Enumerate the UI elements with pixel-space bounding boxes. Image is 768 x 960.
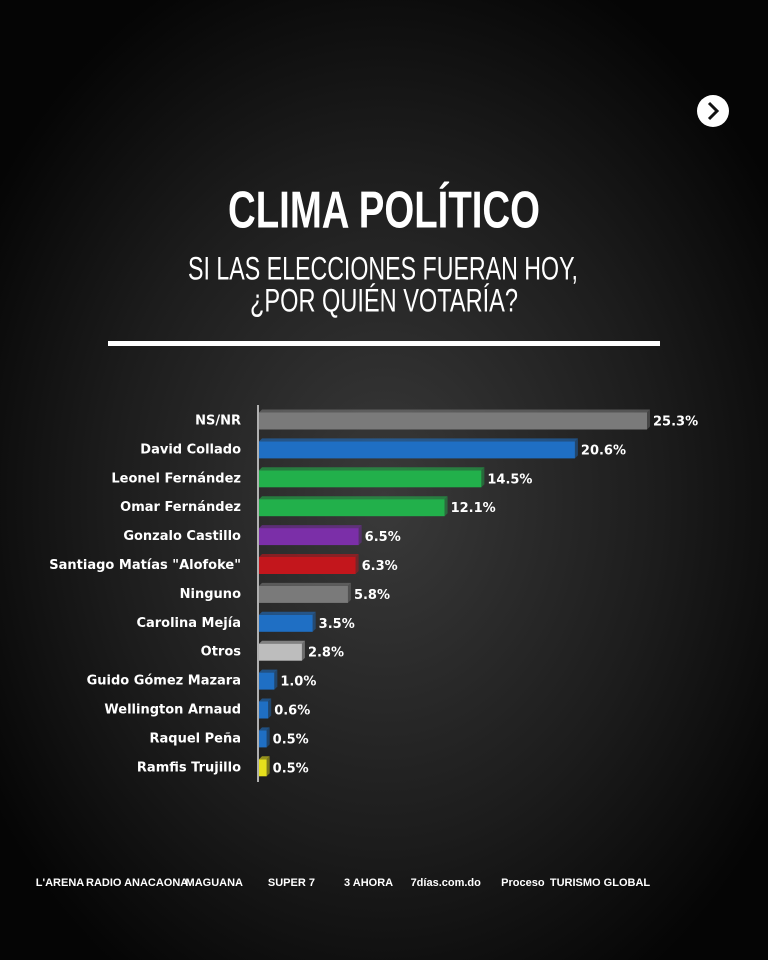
sponsor-logo: 7días.com.do bbox=[411, 877, 482, 889]
bar-top bbox=[259, 698, 272, 702]
bar-top bbox=[259, 467, 485, 471]
category-label: Carolina Mejía bbox=[136, 616, 241, 631]
bar-side bbox=[301, 640, 305, 661]
bar-side bbox=[574, 438, 578, 459]
bar-side bbox=[266, 727, 270, 748]
chart-subtitle: SI LAS ELECCIONES FUERAN HOY, bbox=[188, 250, 578, 286]
chart-title: CLIMA POLÍTICO bbox=[228, 182, 540, 240]
category-label: Gonzalo Castillo bbox=[123, 529, 241, 544]
value-label: 12.1% bbox=[451, 501, 496, 516]
value-label: 2.8% bbox=[308, 646, 344, 661]
sponsor-logo: MAGUANA bbox=[186, 877, 243, 889]
value-label: 1.0% bbox=[280, 675, 316, 690]
category-label: Otros bbox=[201, 645, 242, 660]
category-label: Raquel Peña bbox=[149, 731, 241, 746]
sponsor-logo: SUPER 7 bbox=[268, 877, 315, 889]
bar bbox=[259, 614, 313, 632]
category-label: Leonel Fernández bbox=[111, 471, 241, 486]
bar bbox=[259, 470, 482, 488]
value-label: 25.3% bbox=[653, 415, 698, 430]
value-label: 6.5% bbox=[365, 530, 401, 545]
value-label: 6.3% bbox=[362, 559, 398, 574]
bar-top bbox=[259, 409, 650, 413]
value-label: 0.5% bbox=[273, 732, 309, 747]
bar bbox=[259, 412, 647, 430]
category-label: Guido Gómez Mazara bbox=[87, 674, 241, 689]
category-label: Wellington Arnaud bbox=[104, 703, 241, 718]
bar bbox=[259, 528, 359, 546]
bar-top bbox=[259, 727, 270, 731]
bar bbox=[259, 701, 269, 719]
category-label: Ramfis Trujillo bbox=[137, 760, 241, 775]
bar-side bbox=[481, 467, 485, 488]
bar-side bbox=[268, 698, 272, 719]
bar-top bbox=[259, 611, 316, 615]
sponsor-logo: Proceso bbox=[501, 877, 545, 889]
bar-side bbox=[266, 756, 270, 777]
sponsor-logo: 3 AHORA bbox=[344, 877, 393, 889]
bar-side bbox=[274, 669, 278, 690]
bar-side bbox=[312, 611, 316, 632]
value-label: 14.5% bbox=[487, 472, 532, 487]
bar-side bbox=[358, 525, 362, 546]
bar bbox=[259, 585, 348, 603]
bar-top bbox=[259, 669, 278, 673]
bar-top bbox=[259, 525, 362, 529]
divider bbox=[108, 341, 660, 346]
sponsor-logo: TURISMO GLOBAL bbox=[550, 877, 650, 889]
bar-side bbox=[355, 554, 359, 574]
next-button[interactable] bbox=[697, 95, 729, 127]
bar-side bbox=[347, 582, 351, 603]
bar-top bbox=[259, 496, 448, 500]
bar-top bbox=[259, 438, 578, 442]
category-label: Ninguno bbox=[180, 587, 241, 602]
sponsor-logo: L'ARENA bbox=[36, 877, 85, 889]
bar-top bbox=[259, 554, 359, 557]
bar bbox=[259, 730, 267, 748]
bar bbox=[259, 441, 575, 459]
category-label: David Collado bbox=[140, 442, 241, 457]
bar bbox=[259, 643, 302, 661]
value-label: 3.5% bbox=[319, 617, 355, 632]
bar bbox=[259, 557, 356, 574]
bar bbox=[259, 499, 445, 517]
value-label: 20.6% bbox=[581, 443, 626, 458]
bar-top bbox=[259, 756, 270, 760]
bar bbox=[259, 672, 275, 690]
value-label: 0.6% bbox=[274, 704, 310, 719]
bar bbox=[259, 759, 267, 777]
category-label: NS/NR bbox=[195, 414, 241, 429]
sponsor-logo: RADIO ANACAONA bbox=[86, 877, 188, 889]
category-label: Santiago Matías "Alofoke" bbox=[49, 558, 241, 573]
bar-top bbox=[259, 640, 305, 644]
bar-top bbox=[259, 582, 351, 586]
next-circle[interactable] bbox=[697, 95, 729, 127]
chart-subtitle: ¿POR QUIÉN VOTARÍA? bbox=[250, 282, 518, 318]
bar-side bbox=[444, 496, 448, 517]
next-arrow[interactable] bbox=[707, 101, 720, 121]
value-label: 0.5% bbox=[273, 761, 309, 776]
category-label: Omar Fernández bbox=[120, 500, 241, 515]
bar-side bbox=[647, 409, 650, 430]
value-label: 5.8% bbox=[354, 588, 390, 603]
